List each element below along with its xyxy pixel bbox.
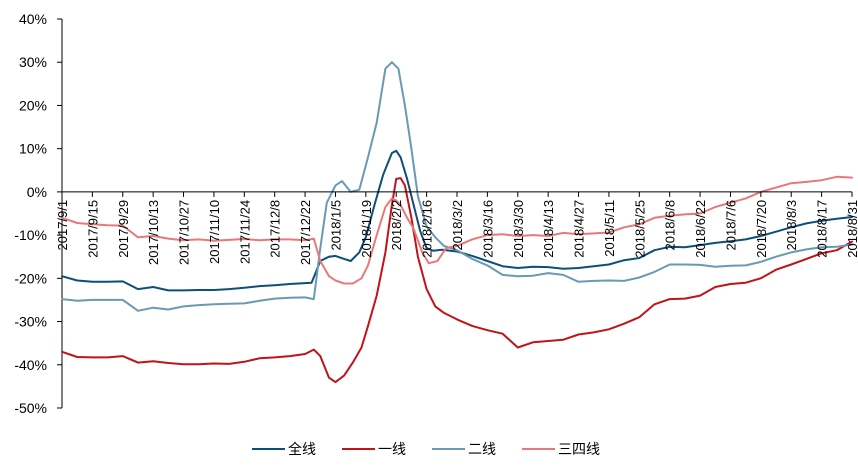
series-layer [61,61,853,384]
y-tick-label: -20% [14,270,47,286]
x-tick-label: 2018/2/2 [389,200,404,251]
y-tick-label: -10% [14,227,47,243]
x-tick-label: 2018/4/27 [572,200,587,258]
series-line-1 [61,177,853,384]
x-tick-label: 2018/7/20 [754,200,769,258]
x-tick-label: 2017/10/13 [146,200,161,265]
x-tick-label: 2017/10/27 [177,200,192,265]
x-tick-label: 2018/3/30 [511,200,526,258]
x-tick-label: 2018/5/11 [602,200,617,257]
y-tick-label: -40% [14,357,47,373]
y-tick-label: 20% [19,97,47,113]
y-tick-label: 0% [27,184,47,200]
x-tick-label: 2017/9/1 [55,200,70,251]
x-tick-label: 2017/9/15 [85,200,100,258]
x-tick-label: 2018/6/8 [663,200,678,251]
x-tick-label: 2018/2/16 [420,200,435,258]
series-line-0 [61,149,853,292]
series-line-2 [61,61,853,312]
x-tick-label: 2018/8/17 [815,200,830,258]
y-tick-label: -30% [14,314,47,330]
x-axis: 2017/9/1 2017/9/15 2017/9/29 2017/10/13 2017… [55,191,858,265]
y-tick-label: -50% [14,400,47,416]
x-tick-label: 2018/3/2 [450,200,465,251]
y-tick-label: 10% [19,141,47,157]
x-tick-label: 2017/12/8 [268,200,283,258]
y-axis: 40% 30% 20% 10% 0% -10% -20% -30% -40% -50% [14,11,63,416]
x-tick-label: 2018/7/6 [724,200,739,251]
x-tick-label: 2018/5/25 [632,200,647,258]
x-tick-label: 2018/6/22 [693,200,708,258]
legend: 全线 一线 二线 三四线 [252,441,600,457]
y-tick-label: 40% [19,11,47,27]
x-tick-label: 2018/1/5 [329,200,344,251]
legend-label-2: 二线 [468,441,496,457]
x-tick-label: 2017/11/24 [237,200,252,264]
legend-label-3: 三四线 [558,441,600,457]
series-line-3 [61,175,853,285]
x-tick-label: 2018/8/3 [784,200,799,251]
x-tick-label: 2018/3/16 [480,200,495,258]
x-tick-label: 2018/4/13 [541,200,556,258]
x-tick-label: 2018/1/19 [359,200,374,258]
x-tick-label: 2018/8/31 [845,200,858,258]
legend-label-1: 一线 [378,441,406,457]
x-tick-label: 2017/9/29 [116,200,131,258]
x-tick-label: 2017/11/10 [207,200,222,264]
legend-label-0: 全线 [288,441,316,457]
y-tick-label: 30% [19,54,47,70]
x-tick-label: 2017/12/22 [298,200,313,265]
